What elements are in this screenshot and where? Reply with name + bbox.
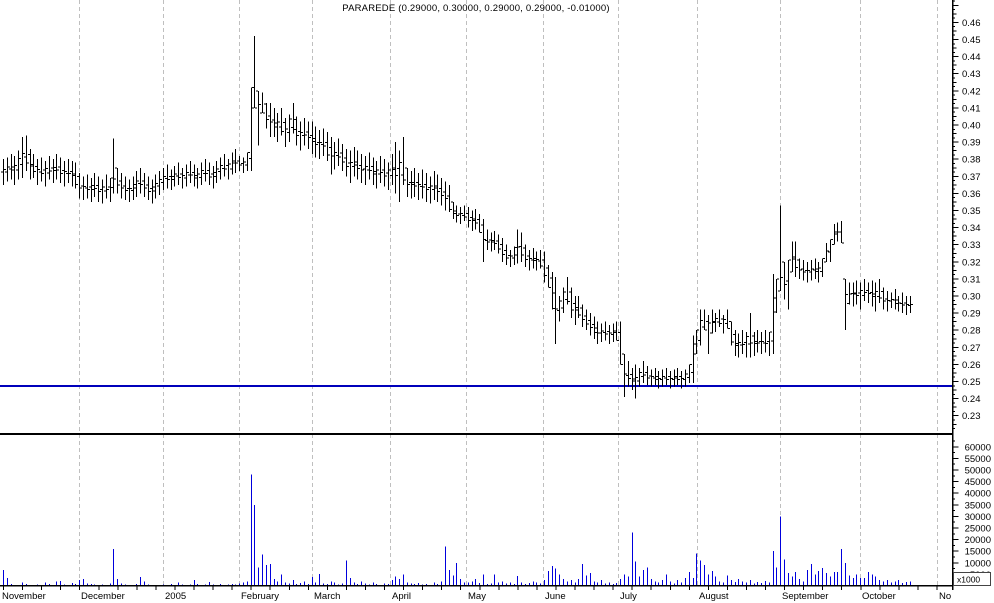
volume-tick-label: 15000 xyxy=(965,547,991,558)
month-labels: November December 2005 February March April Ma… xyxy=(2,591,951,602)
month-label: May xyxy=(468,591,486,602)
volume-tick-label: 30000 xyxy=(965,512,991,523)
price-tick-label: 0.37 xyxy=(962,172,981,183)
price-tick-label: 0.34 xyxy=(962,223,981,234)
volume-tick-label: 20000 xyxy=(965,535,991,546)
volume-tick-label: 25000 xyxy=(965,524,991,535)
month-label: June xyxy=(545,591,566,602)
volume-tick-label: 10000 xyxy=(965,558,991,569)
chart-title: PARAREDE (0.29000, 0.30000, 0.29000, 0.2… xyxy=(342,3,610,14)
month-label: November xyxy=(2,591,46,602)
price-tick-label: 0.24 xyxy=(962,394,981,405)
price-tick-label: 0.28 xyxy=(962,326,981,337)
volume-tick-label: 55000 xyxy=(965,454,991,465)
price-tick-label: 0.30 xyxy=(962,292,981,303)
volume-tick-label: 40000 xyxy=(965,489,991,500)
price-tick-label: 0.36 xyxy=(962,189,981,200)
month-label: February xyxy=(241,591,279,602)
axis-frame xyxy=(0,0,954,590)
month-label: December xyxy=(81,591,125,602)
month-label: September xyxy=(782,591,828,602)
price-tick-label: 0.32 xyxy=(962,257,981,268)
month-label: 2005 xyxy=(165,591,186,602)
volume-tick-label: 50000 xyxy=(965,466,991,477)
month-label: March xyxy=(314,591,340,602)
price-tick-label: 0.42 xyxy=(962,86,981,97)
x-axis-ticks xyxy=(3,585,938,590)
price-tick-label: 0.33 xyxy=(962,240,981,251)
price-axis: 0.46 0.45 0.44 0.43 0.42 0.41 0.40 0.39 0.38 0.37… xyxy=(952,0,981,430)
price-tick-label: 0.46 xyxy=(962,18,981,29)
price-tick-label: 0.23 xyxy=(962,411,981,422)
x1000-label: x1000 xyxy=(957,575,980,585)
volume-tick-label: 60000 xyxy=(965,442,991,453)
volume-tick-label: 45000 xyxy=(965,477,991,488)
price-tick-label: 0.31 xyxy=(962,274,981,285)
price-tick-label: 0.38 xyxy=(962,155,981,166)
price-tick-label: 0.25 xyxy=(962,377,981,388)
month-label: August xyxy=(699,591,729,602)
volume-tick-label: 35000 xyxy=(965,500,991,511)
price-tick-label: 0.45 xyxy=(962,35,981,46)
price-tick-label: 0.44 xyxy=(962,52,981,63)
price-tick-label: 0.40 xyxy=(962,121,981,132)
month-label: April xyxy=(392,591,411,602)
price-tick-label: 0.43 xyxy=(962,69,981,80)
volume-bars xyxy=(2,474,912,586)
multiplier-box: x1000 xyxy=(953,572,991,586)
month-label: No xyxy=(939,591,951,602)
price-tick-label: 0.27 xyxy=(962,343,981,354)
volume-axis: 6000055000500004500040000350003000025000… xyxy=(952,440,991,581)
month-label: October xyxy=(862,591,896,602)
price-tick-label: 0.41 xyxy=(962,103,981,114)
month-gridlines xyxy=(79,0,938,585)
month-label: July xyxy=(620,591,637,602)
price-tick-label: 0.39 xyxy=(962,138,981,149)
x1000-box xyxy=(953,572,991,586)
price-tick-label: 0.29 xyxy=(962,309,981,320)
price-tick-label: 0.35 xyxy=(962,206,981,217)
ohlc-bars xyxy=(1,36,913,399)
price-tick-label: 0.26 xyxy=(962,360,981,371)
